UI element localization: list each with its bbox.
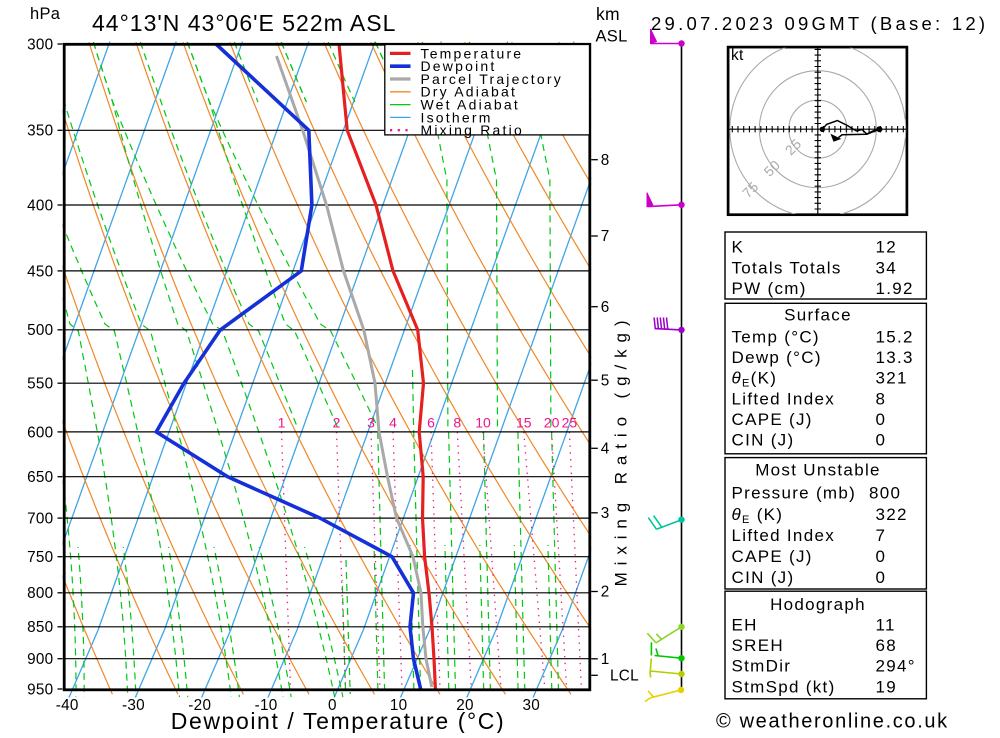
svg-text:321: 321 [876, 369, 908, 388]
svg-text:Pressure (mb): Pressure (mb) [732, 484, 857, 503]
svg-text:6: 6 [427, 414, 435, 430]
svg-text:800: 800 [869, 484, 901, 503]
svg-text:13.3: 13.3 [876, 348, 914, 367]
svg-text:3: 3 [601, 505, 610, 522]
svg-text:Hodograph: Hodograph [770, 595, 866, 614]
svg-text:2: 2 [333, 414, 341, 430]
svg-text:θE(K): θE(K) [732, 369, 778, 390]
svg-text:Totals Totals: Totals Totals [732, 258, 842, 277]
svg-text:Surface: Surface [784, 305, 852, 324]
svg-text:850: 850 [27, 619, 53, 636]
svg-text:7: 7 [601, 228, 610, 245]
svg-text:0: 0 [876, 547, 887, 566]
svg-text:400: 400 [27, 197, 53, 214]
svg-text:StmDir: StmDir [732, 657, 792, 676]
svg-text:0: 0 [876, 430, 887, 449]
svg-text:EH: EH [732, 615, 758, 634]
svg-text:10: 10 [390, 697, 408, 714]
svg-text:30: 30 [522, 697, 540, 714]
svg-text:20: 20 [456, 697, 474, 714]
svg-text:2: 2 [601, 584, 610, 601]
svg-text:4: 4 [601, 441, 610, 458]
svg-text:68: 68 [876, 636, 898, 655]
svg-text:350: 350 [27, 123, 53, 140]
svg-text:1.92: 1.92 [876, 279, 914, 298]
svg-text:0: 0 [876, 410, 887, 429]
svg-text:4: 4 [389, 414, 397, 430]
svg-text:0: 0 [876, 568, 887, 587]
svg-text:CAPE (J): CAPE (J) [732, 547, 813, 566]
svg-text:CIN (J): CIN (J) [732, 568, 795, 587]
svg-text:Dry Adiabat: Dry Adiabat [421, 84, 518, 100]
svg-text:-10: -10 [255, 697, 278, 714]
svg-text:CAPE (J): CAPE (J) [732, 410, 813, 429]
svg-text:750: 750 [27, 549, 53, 566]
svg-text:650: 650 [27, 469, 53, 486]
svg-text:© weatheronline.co.uk: © weatheronline.co.uk [716, 711, 949, 733]
svg-text:ASL: ASL [596, 28, 628, 46]
svg-text:-20: -20 [188, 697, 211, 714]
svg-text:1: 1 [601, 651, 610, 668]
svg-text:LCL: LCL [610, 667, 639, 684]
svg-text:8: 8 [601, 152, 610, 169]
svg-text:700: 700 [27, 511, 53, 528]
svg-text:Dewp (°C): Dewp (°C) [732, 348, 822, 367]
svg-text:15: 15 [516, 414, 532, 430]
svg-text:CIN (J): CIN (J) [732, 430, 795, 449]
svg-text:Wet Adiabat: Wet Adiabat [421, 97, 520, 113]
svg-text:Isotherm: Isotherm [421, 109, 493, 125]
svg-text:900: 900 [27, 651, 53, 668]
svg-text:kt: kt [731, 47, 744, 64]
svg-text:K: K [732, 238, 745, 257]
svg-text:Parcel Trajectory: Parcel Trajectory [421, 71, 563, 87]
svg-text:294°: 294° [876, 657, 916, 676]
svg-text:Dewpoint: Dewpoint [421, 58, 497, 74]
svg-text:44°13'N 43°06'E 522m ASL: 44°13'N 43°06'E 522m ASL [92, 10, 396, 36]
svg-text:0: 0 [328, 697, 337, 714]
svg-text:25: 25 [562, 414, 578, 430]
svg-text:7: 7 [876, 526, 887, 545]
svg-text:8: 8 [453, 414, 461, 430]
svg-text:950: 950 [27, 681, 53, 698]
svg-text:Mixing Ratio (g/kg): Mixing Ratio (g/kg) [612, 314, 631, 587]
svg-text:11: 11 [876, 615, 896, 634]
svg-text:Temp (°C): Temp (°C) [732, 327, 820, 346]
svg-text:322: 322 [876, 505, 908, 524]
svg-text:hPa: hPa [30, 5, 61, 23]
svg-text:800: 800 [27, 585, 53, 602]
svg-text:θE (K): θE (K) [732, 505, 784, 526]
svg-text:Most Unstable: Most Unstable [755, 460, 881, 479]
svg-text:19: 19 [876, 677, 898, 696]
svg-text:StmSpd (kt): StmSpd (kt) [732, 677, 836, 696]
svg-text:29.07.2023 09GMT (Base: 12): 29.07.2023 09GMT (Base: 12) [651, 13, 988, 34]
svg-text:3: 3 [367, 414, 375, 430]
svg-text:12: 12 [876, 238, 898, 257]
svg-text:15.2: 15.2 [876, 327, 914, 346]
svg-text:10: 10 [475, 414, 491, 430]
svg-text:500: 500 [27, 322, 53, 339]
svg-text:1: 1 [278, 414, 286, 430]
svg-text:5: 5 [601, 372, 610, 389]
svg-text:Dewpoint / Temperature (°C): Dewpoint / Temperature (°C) [171, 708, 505, 733]
svg-text:SREH: SREH [732, 636, 784, 655]
svg-text:-30: -30 [122, 697, 145, 714]
svg-text:600: 600 [27, 424, 53, 441]
svg-text:8: 8 [876, 389, 887, 408]
svg-text:Temperature: Temperature [421, 45, 524, 61]
svg-text:Mixing Ratio: Mixing Ratio [421, 122, 524, 138]
svg-text:300: 300 [27, 36, 53, 53]
svg-text:34: 34 [876, 258, 898, 277]
svg-text:Lifted Index: Lifted Index [732, 389, 836, 408]
svg-text:450: 450 [27, 263, 53, 280]
svg-text:km: km [596, 4, 620, 24]
svg-text:PW (cm): PW (cm) [732, 279, 807, 298]
svg-text:20: 20 [544, 414, 560, 430]
svg-text:550: 550 [27, 376, 53, 393]
svg-text:Lifted Index: Lifted Index [732, 526, 836, 545]
svg-text:-40: -40 [56, 697, 79, 714]
svg-text:6: 6 [601, 299, 610, 316]
